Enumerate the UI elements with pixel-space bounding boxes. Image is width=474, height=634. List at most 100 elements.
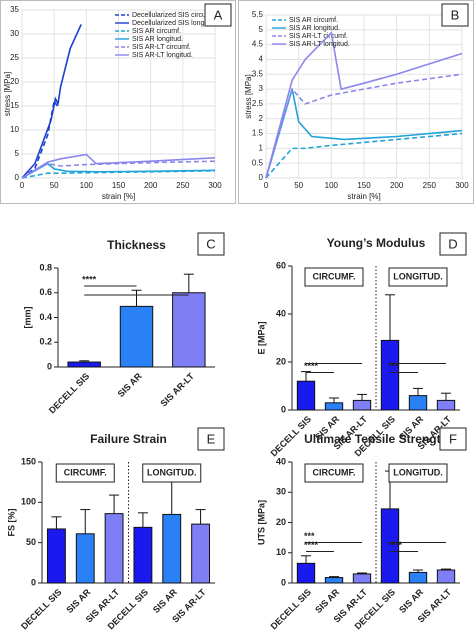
legend-label: SIS AR-LT longitud. — [289, 41, 350, 48]
y-tick-label: 2 — [259, 114, 264, 123]
significance-label: *** — [388, 361, 399, 371]
y-tick-label: 5 — [259, 25, 264, 34]
group-box — [55, 463, 115, 483]
x-tick-label: 50 — [294, 181, 303, 190]
x-tick-label: SIS AR — [64, 587, 92, 615]
bar — [380, 339, 400, 411]
y-tick-label: 100 — [21, 497, 36, 507]
legend-label: SIS AR circumf. — [289, 17, 338, 24]
y-axis-title: FS [%] — [6, 508, 16, 536]
y-tick-label: 20 — [10, 77, 19, 86]
y-tick-label: 40 — [276, 308, 286, 318]
panel-label: C — [206, 236, 215, 251]
data-line — [21, 160, 216, 179]
y-tick-label: 4.5 — [252, 40, 264, 49]
group-label: LONGITUD. — [393, 271, 443, 281]
x-tick-label: 200 — [390, 181, 404, 190]
y-axis-title: UTS [MPa] — [256, 500, 266, 545]
y-tick-label: 0 — [281, 577, 286, 587]
x-tick-label: SIS AR — [116, 371, 144, 399]
panel-label: B — [451, 7, 460, 22]
y-tick-label: 0 — [31, 577, 36, 587]
bar — [172, 292, 206, 368]
bar — [352, 399, 372, 411]
group-box — [142, 463, 202, 483]
y-tick-label: 0.4 — [39, 312, 52, 322]
legend-label: Decellularized SIS longitud. — [132, 20, 218, 27]
x-tick-label: 300 — [208, 181, 222, 190]
y-tick-label: 30 — [10, 29, 19, 38]
x-tick-label: 0 — [20, 181, 25, 190]
bar — [408, 571, 428, 584]
y-tick-label: 3.5 — [252, 69, 264, 78]
y-tick-label: 5.5 — [252, 10, 264, 19]
data-line — [265, 132, 463, 179]
group-box — [388, 267, 448, 287]
bar — [408, 395, 428, 411]
x-tick-label: SIS AR — [151, 587, 179, 615]
group-box — [388, 463, 448, 483]
y-tick-label: 0.5 — [252, 158, 264, 167]
y-tick-label: 50 — [26, 537, 36, 547]
x-tick-label: 100 — [80, 181, 94, 190]
y-tick-label: 20 — [276, 356, 286, 366]
y-tick-label: 35 — [10, 5, 19, 14]
chart-title: Ultimate Tensile Strength — [304, 432, 448, 446]
x-tick-label: DECELL SIS — [47, 371, 91, 415]
y-tick-label: 0 — [47, 361, 52, 371]
group-box — [304, 267, 364, 287]
x-tick-label: 150 — [112, 181, 126, 190]
bar — [296, 380, 316, 411]
panel-label-box — [441, 3, 469, 27]
y-tick-label: 0 — [259, 173, 264, 182]
y-tick-label: 5 — [15, 149, 20, 158]
bar — [352, 573, 372, 584]
x-tick-label: 0 — [264, 181, 269, 190]
chart-title: Thickness — [107, 238, 166, 252]
significance-label: *** — [304, 531, 315, 541]
panel-label-box — [197, 427, 225, 451]
bar — [104, 513, 124, 584]
y-tick-label: 15 — [10, 101, 19, 110]
panel-label-box — [204, 3, 232, 27]
bar — [436, 569, 456, 584]
bar — [324, 402, 344, 411]
y-tick-label: 0.8 — [39, 262, 52, 272]
bar — [324, 577, 344, 584]
x-tick-label: 250 — [423, 181, 437, 190]
y-axis-title: stress [MPa] — [244, 74, 253, 118]
x-tick-label: DECELL SIS — [19, 587, 63, 631]
y-tick-label: 10 — [276, 547, 286, 557]
y-tick-label: 25 — [10, 53, 19, 62]
x-tick-label: 150 — [357, 181, 371, 190]
panel-label: F — [449, 431, 457, 446]
y-tick-label: 0 — [15, 173, 20, 182]
x-axis-title: strain [%] — [102, 192, 135, 201]
group-label: LONGITUD. — [393, 467, 443, 477]
panel-label-box — [439, 232, 467, 256]
bar — [67, 361, 101, 368]
y-tick-label: 60 — [276, 260, 286, 270]
panel-border — [0, 0, 236, 204]
x-tick-label: DECELL SIS — [269, 587, 313, 631]
legend-label: SIS AR circumf. — [132, 28, 181, 35]
data-line — [265, 31, 463, 179]
x-axis-title: strain [%] — [347, 192, 380, 201]
y-tick-label: 4 — [259, 55, 264, 64]
y-tick-label: 20 — [276, 517, 286, 527]
y-tick-label: 1.5 — [252, 129, 264, 138]
x-tick-label: 100 — [325, 181, 339, 190]
y-tick-label: 1 — [259, 143, 264, 152]
significance-label: **** — [304, 361, 319, 371]
significance-label: **** — [304, 540, 319, 550]
data-line — [265, 73, 463, 179]
significance-label: **** — [388, 540, 403, 550]
y-axis-title: E [MPa] — [256, 321, 266, 354]
bar — [162, 513, 182, 584]
bar — [119, 305, 154, 368]
legend-label: SIS AR-LT circumf. — [132, 44, 191, 51]
significance-label: **** — [82, 274, 97, 284]
y-tick-label: 0.2 — [39, 337, 52, 347]
bar — [436, 399, 456, 411]
